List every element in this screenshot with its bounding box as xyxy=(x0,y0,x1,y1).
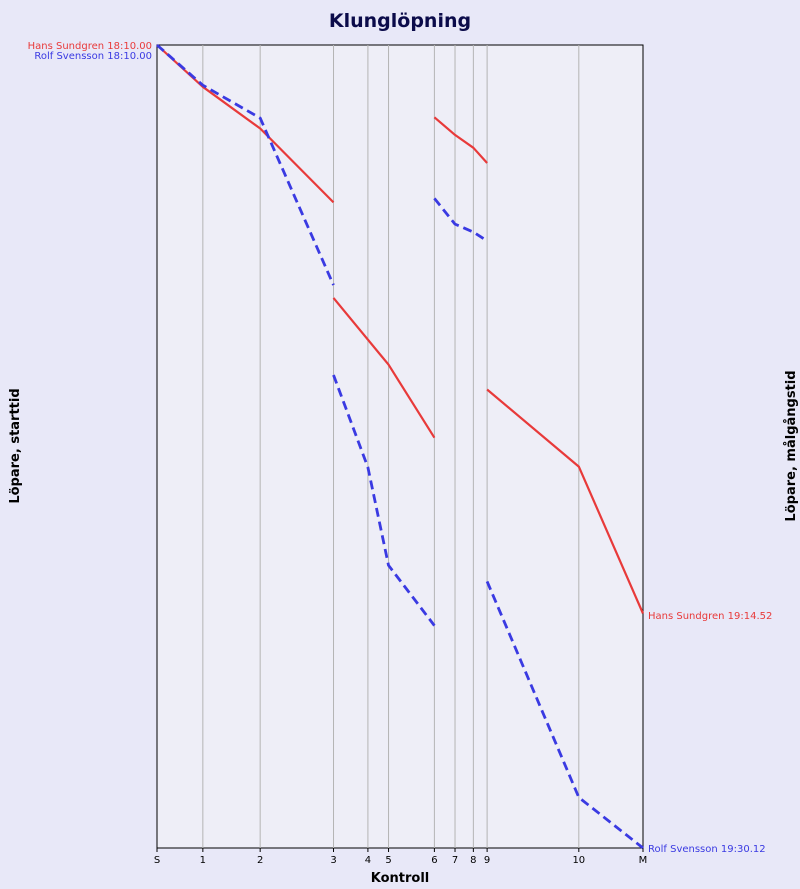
series-2-segment-4 xyxy=(485,580,644,850)
x-axis-ticks: S 1 2 3 4 5 6 7 8 9 10 M xyxy=(154,848,648,866)
tick-label-9: 9 xyxy=(484,855,490,866)
chart-title: Klunglöpning xyxy=(329,10,471,32)
tick-label-1: 1 xyxy=(200,855,206,866)
series-2-segment-1 xyxy=(156,43,335,286)
series-2-segment-3 xyxy=(332,374,436,627)
tick-label-M: M xyxy=(639,855,648,866)
series-2-end-label: Rolf Svensson 19:30.12 xyxy=(648,844,766,855)
tick-label-7: 7 xyxy=(452,855,458,866)
tick-label-6: 6 xyxy=(431,855,437,866)
tick-label-S: S xyxy=(154,855,160,866)
series-1-segment-3 xyxy=(433,116,488,164)
tick-label-8: 8 xyxy=(470,855,476,866)
tick-label-4: 4 xyxy=(365,855,371,866)
series-2-segment-2 xyxy=(433,197,488,243)
grid-lines xyxy=(202,45,580,848)
series-1-end-label: Hans Sundgren 19:14.52 xyxy=(648,611,772,622)
series-2-start-label: Rolf Svensson 18:10.00 xyxy=(34,51,152,62)
y-axis-title-left: Löpare, starttid xyxy=(8,388,23,503)
tick-label-2: 2 xyxy=(257,855,263,866)
tick-label-3: 3 xyxy=(330,855,336,866)
series-lines xyxy=(156,43,645,850)
tick-label-5: 5 xyxy=(385,855,391,866)
x-axis-title: Kontroll xyxy=(371,871,430,886)
y-axis-title-right: Löpare, målgångstid xyxy=(784,370,799,521)
series-1-segment-4 xyxy=(486,388,645,614)
plot-area xyxy=(156,44,644,849)
tick-label-10: 10 xyxy=(572,855,585,866)
series-1-start-label: Hans Sundgren 18:10.00 xyxy=(28,41,152,52)
series-1-segment-2 xyxy=(332,297,436,439)
